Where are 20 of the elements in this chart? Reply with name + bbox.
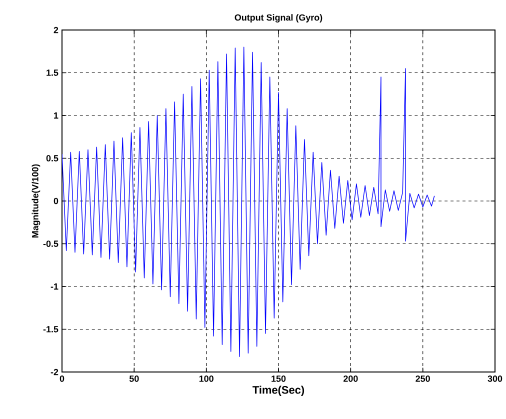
- x-tick-label: 50: [129, 376, 139, 382]
- y-tick-label: -0.5: [43, 240, 58, 247]
- y-tick-label: 0.5: [46, 155, 58, 162]
- x-axis-title: Time(Sec): [252, 386, 304, 396]
- chart-title: Output Signal (Gyro): [234, 14, 322, 22]
- x-tick-label: 0: [60, 376, 64, 382]
- line-series: [62, 46, 435, 357]
- x-tick-label: 150: [272, 376, 286, 382]
- y-tick-label: -1.5: [43, 326, 58, 332]
- y-tick-label: -1: [50, 283, 58, 290]
- y-tick-label: 2: [54, 26, 58, 34]
- y-tick-label: 1: [54, 112, 58, 119]
- y-axis-title: Magnitude(V/100): [32, 164, 40, 238]
- x-tick-label: 100: [199, 376, 214, 382]
- x-tick-label: 250: [416, 376, 430, 382]
- x-tick-label: 300: [488, 376, 502, 382]
- y-tick-label: -2: [50, 368, 58, 376]
- y-tick-label: 1.5: [46, 70, 58, 76]
- x-tick-label: 200: [344, 376, 358, 382]
- y-tick-label: 0: [54, 198, 58, 204]
